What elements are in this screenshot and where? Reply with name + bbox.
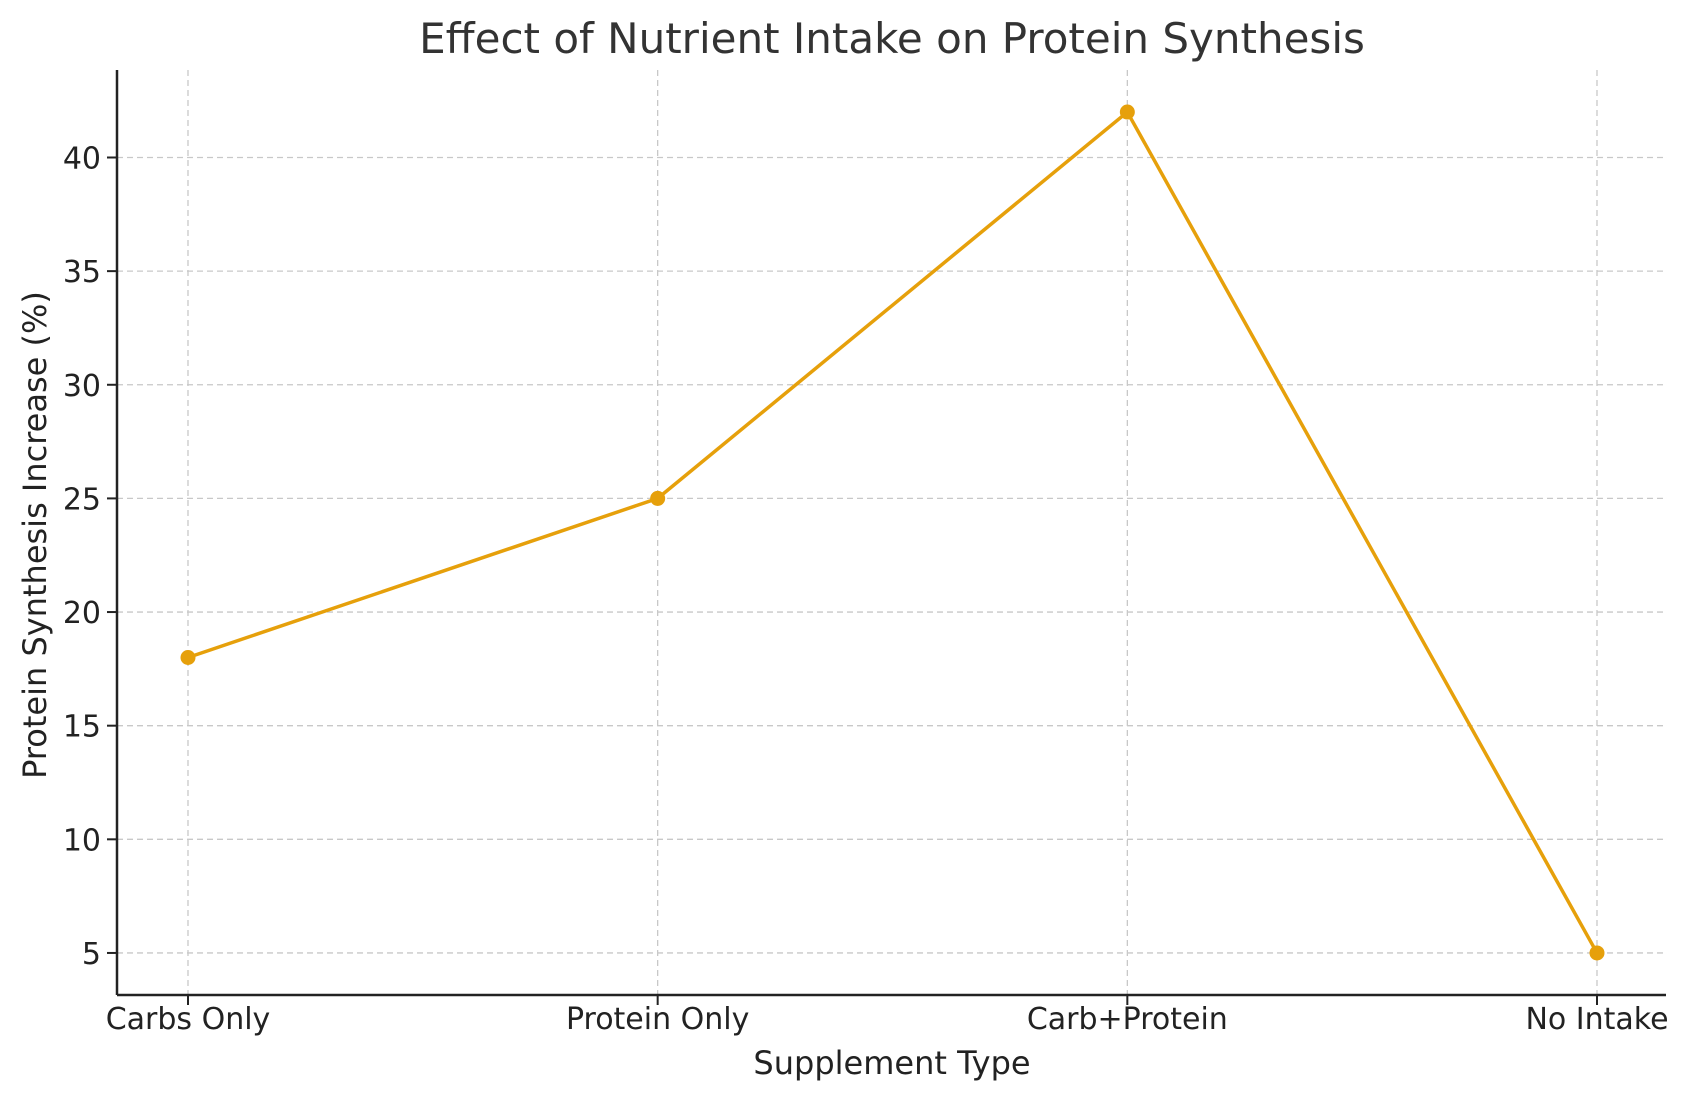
series-line [186,110,1599,955]
x-tick-label: Protein Only [566,1002,749,1037]
x-tick-label: No Intake [1525,1002,1668,1037]
data-point [180,650,196,665]
y-tick-label: 5 [82,937,101,972]
x-tick-label: Carbs Only [106,1002,271,1037]
data-point [1589,945,1605,961]
y-tick-label: 30 [63,369,101,404]
y-tick-label: 35 [63,255,101,290]
y-tick-label: 20 [63,596,101,631]
y-tick-label: 15 [63,710,101,745]
data-point [650,490,666,506]
x-axis-label: Supplement Type [753,1044,1030,1082]
data-series [180,104,1605,961]
tick-labels: 5 10 15 20 25 30 35 40 Carbs Only Protein Only Car… [63,142,1669,1038]
axes [107,70,1666,1005]
y-axis-label: Protein Synthesis Increase (%) [16,291,54,779]
data-point [1119,104,1135,120]
y-tick-label: 25 [63,482,101,517]
x-tick-label: Carb+Protein [1027,1002,1228,1037]
chart-title: Effect of Nutrient Intake on Protein Syn… [419,14,1365,63]
y-tick-label: 10 [63,823,101,858]
y-tick-label: 40 [63,142,101,177]
